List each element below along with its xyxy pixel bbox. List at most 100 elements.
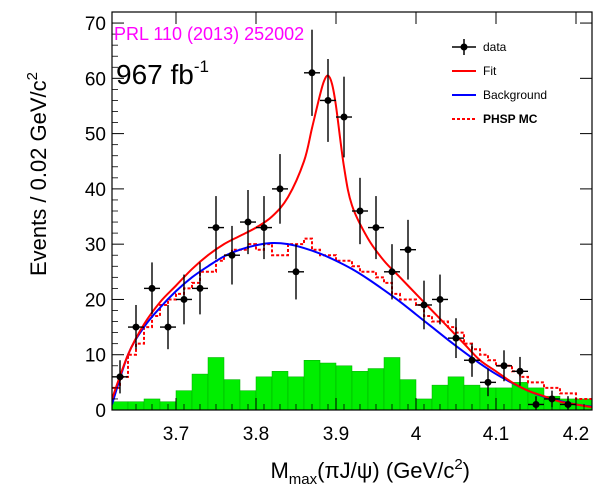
x-tick-label: 3.8	[243, 424, 269, 445]
data-marker	[468, 356, 476, 364]
data-point	[416, 280, 432, 330]
data-point	[448, 318, 464, 359]
y-tick-label: 60	[85, 69, 106, 90]
signal-bin	[335, 365, 353, 410]
data-marker	[500, 362, 508, 370]
legend-entry-data: data	[452, 39, 507, 55]
legend-label-background: Background	[483, 88, 547, 102]
x-axis-title-sup: 2	[454, 456, 462, 473]
data-marker	[228, 251, 236, 259]
legend-entry-fit: Fit	[452, 64, 497, 78]
fit-curve	[112, 74, 592, 409]
data-point	[128, 304, 144, 350]
data-point	[496, 350, 512, 382]
y-tick-label: 20	[85, 290, 106, 311]
y-tick-label: 70	[85, 14, 106, 35]
data-point	[320, 58, 336, 142]
data-marker	[484, 378, 492, 386]
y-axis-title-main: Events / 0.02 GeV/c	[26, 80, 51, 276]
data-marker	[276, 185, 284, 193]
citation-annotation: PRL 110 (2013) 252002	[114, 24, 304, 44]
y-tick-label: 50	[85, 125, 106, 146]
data-marker	[404, 246, 412, 254]
data-marker	[196, 284, 204, 292]
data-marker	[116, 373, 124, 381]
data-point	[224, 225, 240, 285]
data-point	[336, 76, 352, 158]
signal-bin	[399, 379, 417, 410]
signal-bin	[112, 401, 129, 410]
legend-entry-background: Background	[452, 88, 547, 102]
data-point	[160, 304, 176, 350]
luminosity-annotation: 967 fb-1	[116, 57, 209, 90]
data-point	[288, 244, 304, 300]
x-tick-label: 4	[411, 424, 422, 445]
x-axis-title-sub: max	[289, 471, 318, 488]
data-marker	[516, 367, 524, 375]
data-marker	[436, 295, 444, 303]
data-point	[512, 356, 528, 386]
data-marker	[260, 224, 268, 232]
data-marker	[548, 395, 556, 403]
data-marker	[132, 323, 140, 331]
data-marker	[180, 295, 188, 303]
data-point	[240, 189, 256, 255]
x-axis-title-close: )	[463, 458, 470, 483]
data-point	[464, 343, 480, 377]
data-marker	[244, 218, 252, 226]
signal-bin	[207, 357, 225, 410]
data-point	[112, 360, 128, 394]
data-marker	[388, 268, 396, 276]
data-marker	[292, 268, 300, 276]
y-axis-ticks: 0 10 20 30 40 50 60 70	[85, 14, 592, 422]
x-axis-title: Mmax(πJ/ψ) (GeV/c2)	[270, 456, 470, 488]
data-point	[192, 262, 208, 315]
y-axis-title: Events / 0.02 GeV/c2	[24, 72, 51, 276]
data-point	[368, 196, 384, 260]
data-marker	[372, 224, 380, 232]
data-marker	[148, 284, 156, 292]
data-marker	[452, 334, 460, 342]
x-tick-label: 4.1	[483, 424, 509, 445]
data-point	[432, 274, 448, 325]
data-point	[272, 154, 288, 224]
x-axis-title-rest: (πJ/ψ) (GeV/c	[317, 458, 454, 483]
x-tick-label: 3.7	[163, 424, 189, 445]
legend-entry-phsp-mc: PHSP MC	[452, 112, 538, 126]
data-marker	[324, 96, 332, 104]
data-point	[480, 368, 496, 397]
legend-data-marker	[460, 43, 468, 51]
signal-bin	[367, 368, 385, 410]
legend-label-phsp-mc: PHSP MC	[483, 112, 538, 126]
legend: data Fit Background PHSP MC	[452, 39, 547, 126]
data-marker	[356, 207, 364, 215]
x-axis-title-main: M	[270, 458, 288, 483]
data-point	[176, 274, 192, 325]
data-marker	[340, 113, 348, 121]
legend-label-fit: Fit	[483, 64, 497, 78]
x-tick-label: 4.2	[563, 424, 589, 445]
data-point	[304, 29, 320, 116]
data-point	[144, 262, 160, 315]
data-marker	[420, 301, 428, 309]
y-tick-label: 40	[85, 180, 106, 201]
fit-line	[112, 74, 592, 409]
data-point	[400, 219, 416, 280]
legend-label-data: data	[483, 40, 507, 54]
y-axis-title-sup: 2	[24, 72, 41, 80]
x-axis-ticks: 3.7 3.8 3.9 4 4.1 4.2	[135, 12, 589, 445]
luminosity-value: 967 fb	[116, 59, 194, 90]
y-tick-label: 10	[85, 346, 106, 367]
data-marker	[212, 224, 220, 232]
signal-bin	[303, 360, 321, 410]
signal-bin	[319, 362, 337, 410]
data-point	[208, 196, 224, 260]
data-marker	[308, 69, 316, 77]
data-marker	[164, 323, 172, 331]
y-tick-label: 30	[85, 235, 106, 256]
y-tick-label: 0	[95, 401, 106, 422]
data-point	[352, 177, 368, 245]
data-point	[384, 244, 400, 300]
data-points	[112, 29, 576, 410]
